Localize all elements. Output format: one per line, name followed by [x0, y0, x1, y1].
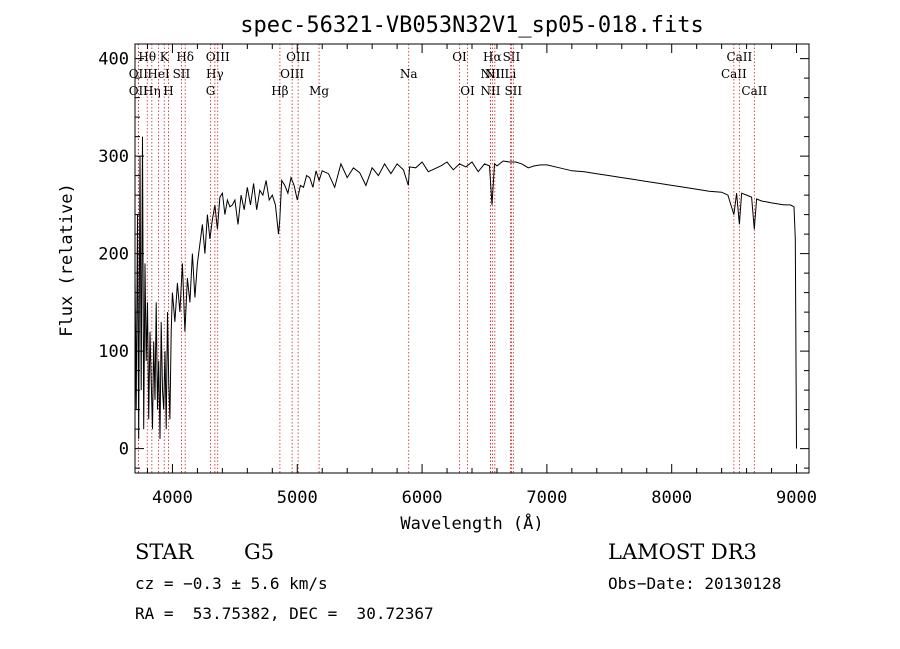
- line-label-23: SII: [503, 50, 521, 64]
- x-axis-label: Wavelength (Å): [400, 512, 543, 534]
- line-label-0: OII: [129, 67, 149, 81]
- line-label-17: OI: [452, 50, 467, 64]
- line-label-12: Hβ: [271, 84, 288, 98]
- x-tick-label: 9000: [776, 488, 817, 508]
- line-label-27: CaII: [726, 50, 752, 64]
- line-label-9: G: [206, 84, 216, 98]
- x-tick-label: 6000: [402, 488, 443, 508]
- x-tick-label: 7000: [526, 488, 567, 508]
- axis-ticks: 4000 5000 6000 7000 8000 9000 0 100 200 300 400: [98, 44, 817, 508]
- line-label-21: Hα: [483, 50, 502, 64]
- y-tick-label: 300: [98, 147, 129, 167]
- y-axis-label: Flux (relative): [57, 183, 77, 337]
- line-label-6: H: [163, 84, 173, 98]
- y-tick-label: 200: [98, 245, 129, 265]
- line-label-5: K: [160, 50, 170, 64]
- line-label-4: HeI: [147, 67, 170, 81]
- line-label-20: NII: [480, 84, 500, 98]
- y-tick-label: 100: [98, 342, 129, 362]
- flux-series-line: [134, 136, 797, 449]
- survey-name: LAMOST DR3: [608, 540, 757, 564]
- line-label-11: OIII: [206, 50, 230, 64]
- line-label-16: Na: [400, 67, 418, 81]
- ra-dec-text: RA = 53.75382, DEC = 30.72367: [135, 604, 434, 623]
- line-label-7: SII: [173, 67, 191, 81]
- line-label-2: Hθ: [138, 50, 156, 64]
- line-label-3: Hη: [143, 84, 161, 98]
- line-label-19: NII: [480, 67, 500, 81]
- line-label-1: OII: [129, 84, 149, 98]
- chart-title: spec-56321-VB053N32V1_sp05-018.fits: [240, 13, 704, 38]
- y-tick-label: 0: [119, 440, 129, 460]
- object-class: STAR: [135, 540, 194, 564]
- line-label-14: OIII: [286, 50, 310, 64]
- line-label-24: Li: [505, 67, 517, 81]
- plot-frame: [134, 43, 810, 474]
- x-tick-label: 4000: [152, 488, 193, 508]
- line-label-15: Mg: [309, 84, 329, 98]
- redshift-text: cz = −0.3 ± 5.6 km/s: [135, 574, 328, 593]
- object-subclass: G5: [244, 540, 275, 564]
- obs-date-text: Obs−Date: 20130128: [608, 574, 782, 593]
- y-tick-label: 400: [98, 50, 129, 70]
- spectral-line-markers: OIIOIIHθHηHeIKHSIIHδGHγOIIIHβOIIIOIIIMgN…: [129, 44, 767, 473]
- x-tick-label: 8000: [651, 488, 692, 508]
- line-label-10: Hγ: [206, 67, 224, 81]
- line-label-22: NII: [485, 67, 505, 81]
- line-label-13: OIII: [280, 67, 304, 81]
- x-tick-label: 5000: [277, 488, 318, 508]
- line-label-26: CaII: [721, 67, 747, 81]
- line-label-28: CaII: [741, 84, 767, 98]
- line-label-25: SII: [504, 84, 522, 98]
- line-label-8: Hδ: [176, 50, 194, 64]
- line-label-18: OI: [460, 84, 475, 98]
